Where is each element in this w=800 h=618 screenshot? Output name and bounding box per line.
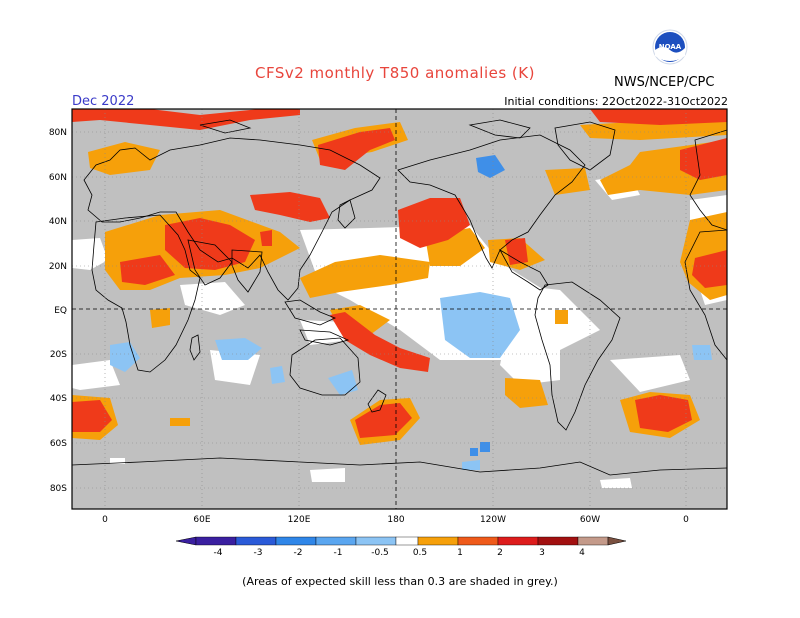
colorbar-arrow-cold [175,536,197,546]
lon-axis-labels: 0 60E 120E 180 120W 60W 0 [102,515,689,525]
noaa-logo-text: NOAA [659,43,682,51]
colorbar-label: 0.5 [413,548,427,558]
skill-footnote: (Areas of expected skill less than 0.3 a… [242,575,558,588]
lat-label: 80N [49,128,67,138]
colorbar-swatch [235,536,277,546]
colorbar-label: -4 [214,548,223,558]
cold-anomaly-0p5-1 [110,292,712,470]
lon-label: 0 [683,515,689,525]
map-border [71,108,728,510]
colorbar-label: -2 [294,548,303,558]
lat-label: 80S [50,484,67,494]
lat-label: 20S [50,350,67,360]
colorbar-label: -0.5 [371,548,389,558]
colorbar-label: 4 [579,548,585,558]
colorbar-swatch [457,536,499,546]
lat-label: 20N [49,262,67,272]
cold-anomaly-1-2 [470,155,505,456]
anomaly-map [71,108,728,510]
lon-label: 60W [580,515,600,525]
lat-label: 40S [50,394,67,404]
noaa-logo-icon: NOAA [652,29,688,65]
coastlines [71,119,728,476]
colorbar-label: 2 [497,548,503,558]
colorbar-swatch [417,536,459,546]
colorbar-swatch [355,536,397,546]
lon-label: 180 [387,515,404,525]
lon-label: 0 [102,515,108,525]
colorbar-swatch [275,536,317,546]
lat-label: 60S [50,439,67,449]
forecast-month: Dec 2022 [72,94,135,109]
lat-label: EQ [54,306,67,316]
agency-label: NWS/NCEP/CPC [614,75,715,90]
colorbar-swatch [577,536,609,546]
colorbar: -4 -3 -2 -1 -0.5 0.5 1 2 3 4 [175,536,627,558]
colorbar-swatch [395,536,419,546]
colorbar-swatch [195,536,237,546]
colorbar-label: 3 [539,548,545,558]
colorbar-label: 1 [457,548,463,558]
colorbar-label: -1 [334,548,343,558]
lat-axis-labels: 80N 60N 40N 20N EQ 20S 40S 60S 80S [49,128,67,494]
lon-label: 120E [288,515,311,525]
colorbar-arrow-warm [607,536,627,546]
lat-label: 60N [49,173,67,183]
colorbar-swatch [315,536,357,546]
colorbar-swatch [497,536,539,546]
colorbar-label: -3 [254,548,263,558]
lon-label: 120W [480,515,506,525]
lon-label: 60E [193,515,210,525]
initial-conditions: Initial conditions: 22Oct2022-31Oct2022 [504,95,728,108]
lat-label: 40N [49,217,67,227]
colorbar-swatch [537,536,579,546]
chart-title: CFSv2 monthly T850 anomalies (K) [255,64,535,82]
